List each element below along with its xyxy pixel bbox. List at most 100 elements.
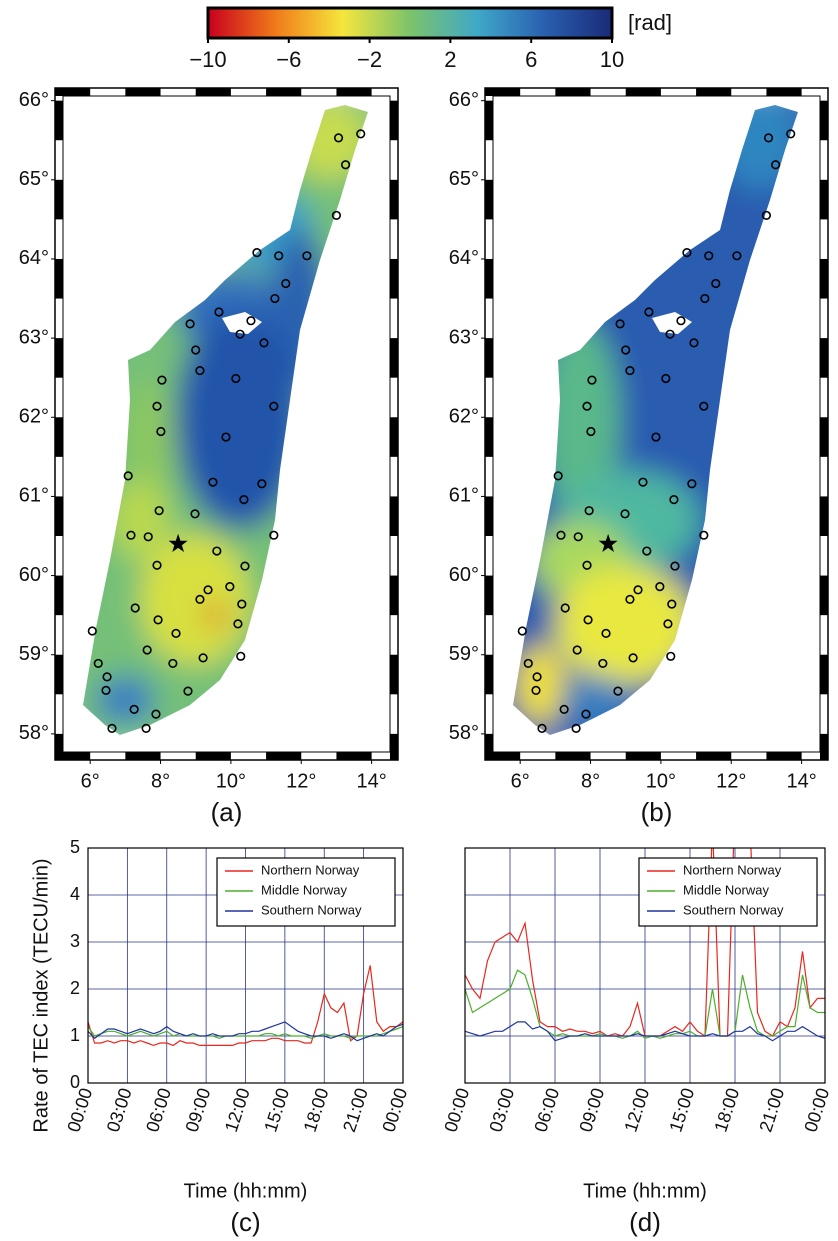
x-tick-label: 12:00 [620,1086,653,1135]
x-tick-label: 14° [356,770,386,792]
station [559,704,569,714]
frame-block [820,417,828,457]
station [102,672,112,682]
frame-block [766,752,802,760]
frame-block [55,733,63,760]
y-tick-label: 60° [19,564,49,586]
x-tick-label: 09:00 [182,1086,215,1135]
y-tick-label: 63° [19,326,49,348]
station [670,561,680,571]
station [240,561,250,571]
x-tick-label: 21:00 [755,1086,788,1135]
station [676,316,686,326]
plot-frame [87,847,404,1084]
legend-label: Northern Norway [683,862,782,877]
station [682,248,692,258]
frame-block [55,338,63,378]
x-tick-label: 15:00 [665,1086,698,1135]
colorbar-label: [rad] [628,10,672,35]
station [157,375,167,385]
x-tick-label: 00:00 [378,1086,411,1135]
x-tick-label: 06:00 [530,1086,563,1135]
plot-frame [464,847,826,1084]
colorbar-tick-label: −2 [357,47,382,72]
station [689,338,699,348]
y-tick-label: 60° [449,564,479,586]
station [340,160,351,170]
station [587,375,597,385]
x-tick-label: 21:00 [339,1086,372,1135]
y-tick-label: 63° [449,326,479,348]
station [625,365,635,376]
frame-block [485,417,493,457]
x-tick-label: 00:00 [440,1086,473,1135]
frame-block [266,88,302,96]
y-tick-label: 4 [70,884,80,904]
station [523,658,533,669]
station [123,471,133,481]
frame-block [390,496,398,536]
station [711,278,721,289]
y-tick-label: 64° [19,247,49,269]
x-tick-label: 8° [151,770,170,792]
frame-block [485,100,493,141]
legend-label: Middle Norway [683,882,769,897]
station [517,626,527,636]
station [259,338,269,348]
x-tick-label: 8° [581,770,600,792]
station [571,723,581,733]
x-tick-label: 00:00 [800,1086,833,1135]
frame-block [485,258,493,299]
x-tick-label: 10° [646,770,676,792]
station [221,432,231,442]
station [246,316,256,326]
frame-block [485,338,493,378]
frame-block [485,179,493,220]
station [700,293,710,304]
frame-block [820,575,828,616]
frame-block [390,338,398,378]
x-tick-label: 03:00 [103,1086,136,1135]
station [761,210,772,221]
station [235,329,245,339]
station [537,723,547,733]
station [582,560,592,570]
station [93,658,103,669]
station [195,594,205,604]
station [532,672,542,682]
station [665,329,675,339]
station [583,615,593,625]
frame-block [820,179,828,220]
frame-block [696,88,732,96]
y-tick-label: 65° [449,168,479,190]
series-line [465,1021,825,1042]
frame-block [820,654,828,695]
y-axis-label: Rate of TEC index (TECU/min) [30,858,52,1132]
station [274,251,284,261]
frame-block [820,258,828,299]
station [208,477,218,487]
frame-block [55,575,63,616]
station [584,506,594,516]
legend-box [216,857,396,927]
x-tick-label: 14° [786,770,816,792]
x-tick-label: 09:00 [575,1086,608,1135]
x-tick-label: 6° [511,770,530,792]
station [171,628,181,638]
station [633,585,643,595]
station [203,585,213,595]
frame-block [125,88,161,96]
colorbar-tick-label: 2 [444,47,456,72]
epicenter-star [598,533,618,552]
station [153,615,163,625]
y-tick-label: 66° [449,89,479,111]
x-tick-label: 6° [81,770,100,792]
station [621,345,631,355]
colorbar-tick-label: 10 [600,47,624,72]
frame-block [55,88,91,96]
frame-block [55,496,63,536]
x-tick-label: 12° [716,770,746,792]
frame-block [485,88,521,96]
x-axis-label: Time (hh:mm) [583,1180,707,1202]
